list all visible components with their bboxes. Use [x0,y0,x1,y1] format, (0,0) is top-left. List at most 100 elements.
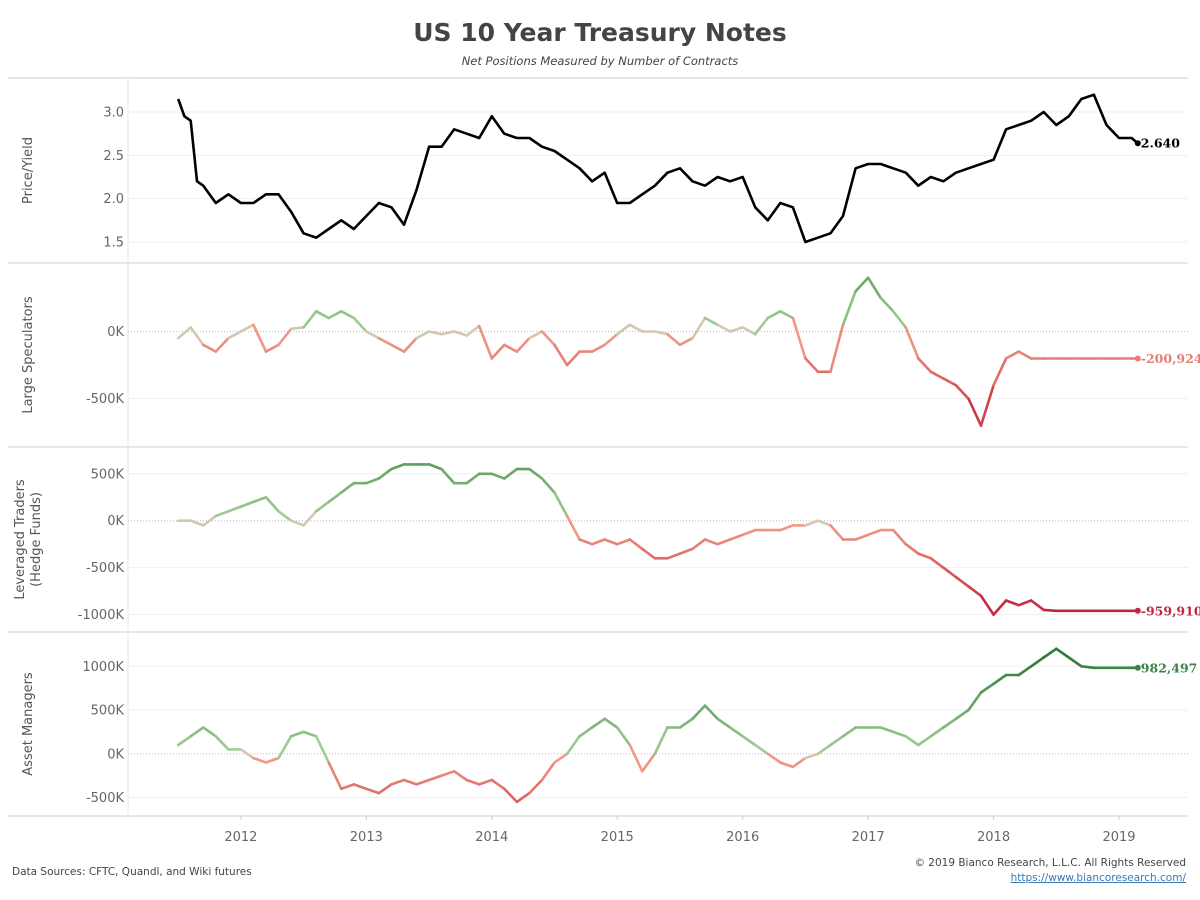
series-segment [302,730,318,738]
series-segment [992,357,1008,387]
series-segment [891,730,908,738]
series-segment [477,324,494,360]
series-segment [377,336,393,347]
chart-subtitle: Net Positions Measured by Number of Cont… [461,54,739,68]
series-segment [553,752,569,764]
series-segment [741,734,757,747]
data-source-note: Data Sources: CFTC, Quandl, and Wiki fut… [12,866,252,878]
series-segment [540,330,556,347]
y-tick-label: 3.0 [103,106,124,121]
x-tick-label: 2018 [977,830,1010,845]
y-tick-label: 1000K [82,660,124,675]
series-segment [202,514,218,527]
series-segment [854,533,870,541]
end-point [1134,664,1141,671]
series-segment [1004,350,1021,360]
series-segment [402,336,418,353]
series-segment [728,533,745,541]
series-segment [528,778,544,795]
series-segment [264,343,280,353]
price-line [176,93,1139,244]
series-segment [891,309,908,329]
y-axis-title: Price/Yield [21,137,36,204]
end-value-label: -200,924 [1141,351,1200,366]
series-segment [239,323,255,333]
series-segment [841,726,857,738]
series-segment [314,309,331,320]
series-segment [916,734,933,747]
end-value-label: 982,497 [1141,660,1198,675]
series-segment [979,383,995,427]
series-segment [490,778,506,791]
y-tick-label: 0K [107,514,124,529]
series-segment [264,756,280,764]
series-segment [891,528,908,546]
series-segment [766,752,782,764]
series-segment [477,778,494,786]
series-segment [904,542,920,555]
series-segment [778,309,795,320]
series-segment [741,528,757,537]
series-segment [176,326,192,340]
series-segment [502,343,519,353]
y-axis-title: Large Speculators [21,296,36,414]
series-segment [277,509,293,523]
series-segment [277,327,293,347]
series-segment [289,730,305,738]
end-point [1134,355,1141,362]
y-tick-label: -500K [86,791,125,806]
series-segment [364,330,381,340]
series-segment [289,326,305,331]
end-value-label: -959,910 [1141,603,1200,618]
series-segment [979,682,995,694]
series-segment [716,538,732,546]
series-segment [628,323,644,333]
series-segment [841,289,857,327]
series-segment [766,309,782,320]
series-segment [502,467,519,480]
series-segment [314,500,331,513]
series-segment [302,309,318,329]
series-segment [778,524,795,532]
series-segment [666,552,682,560]
series-segment [716,323,732,333]
y-tick-label: -500K [86,392,125,407]
series-segment [666,332,682,347]
series-segment [678,717,694,729]
series-segment [553,491,569,518]
x-tick-label: 2014 [475,830,508,845]
series-segment [615,726,632,747]
series-segment [603,538,619,546]
series-segment [967,397,983,427]
series-segment [1017,350,1033,360]
y-axis-title: (Hedge Funds) [29,492,44,587]
series-segment [390,463,406,471]
series-segment [678,547,694,555]
series-segment [415,330,431,340]
website-link[interactable]: https://www.biancoresearch.com/ [1010,872,1186,884]
series-segment [364,477,381,485]
series-segment [753,743,770,756]
series-segment [565,514,581,541]
series-segment [515,336,531,353]
series-segment [1029,656,1045,668]
series-segment [440,467,456,485]
series-segment [189,519,205,527]
series-segment [390,778,406,786]
series-segment [352,316,368,333]
series-segment [1080,664,1096,670]
series-segment [703,538,719,546]
series-segment [866,528,883,537]
series-segment [716,717,732,729]
series-segment [339,309,356,320]
x-tick-label: 2013 [350,830,383,845]
series-segment [490,343,506,360]
series-segment [452,330,469,337]
series-segment [214,734,230,751]
y-tick-label: 0K [107,325,124,340]
y-tick-label: -500K [86,561,125,576]
series-segment [427,463,443,471]
series-segment [954,708,970,721]
series-segment [829,323,845,374]
series-segment [440,769,456,777]
